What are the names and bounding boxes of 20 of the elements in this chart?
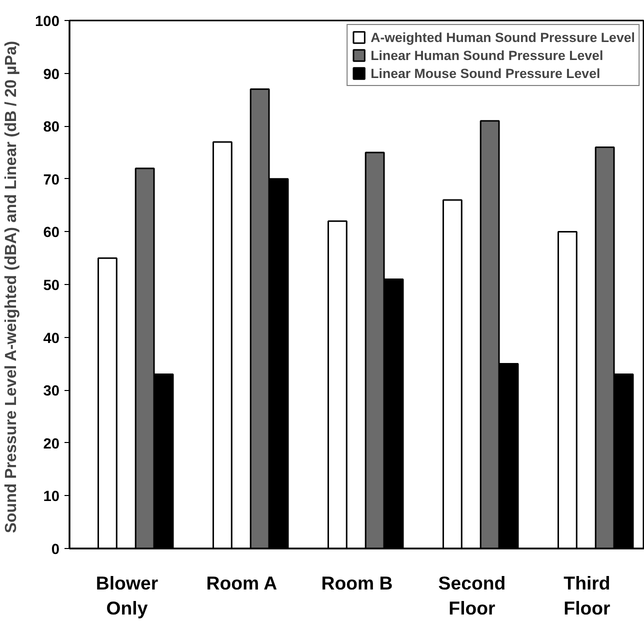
y-tick-label: 20 <box>43 436 60 452</box>
x-tick-label: Room A <box>206 572 278 594</box>
legend-label: Linear Mouse Sound Pressure Level <box>370 65 600 81</box>
y-tick-label: 80 <box>43 120 60 136</box>
y-tick-label: 10 <box>43 489 60 506</box>
y-tick-label: 60 <box>43 225 60 242</box>
y-tick-label: 0 <box>51 542 60 558</box>
y-tick-label: 70 <box>43 172 60 188</box>
y-tick-label: 40 <box>43 330 60 347</box>
y-tick-label: 90 <box>43 66 60 83</box>
legend-label: A-weighted Human Sound Pressure Level <box>370 29 635 45</box>
x-tick-label: Second Floor <box>438 572 506 619</box>
x-tick-label: Blower Only <box>96 572 158 619</box>
y-tick-label: 100 <box>35 14 60 30</box>
y-tick-label: 50 <box>43 278 60 294</box>
x-tick-label: Room B <box>321 572 393 594</box>
x-tick-label: Third Floor <box>564 572 610 619</box>
legend-label: Linear Human Sound Pressure Level <box>370 47 604 63</box>
y-axis-title: Sound Pressure Level A-weighted (dBA) and Linear (dB / 20 µPa) <box>3 40 20 534</box>
y-tick-label: 30 <box>43 384 60 400</box>
